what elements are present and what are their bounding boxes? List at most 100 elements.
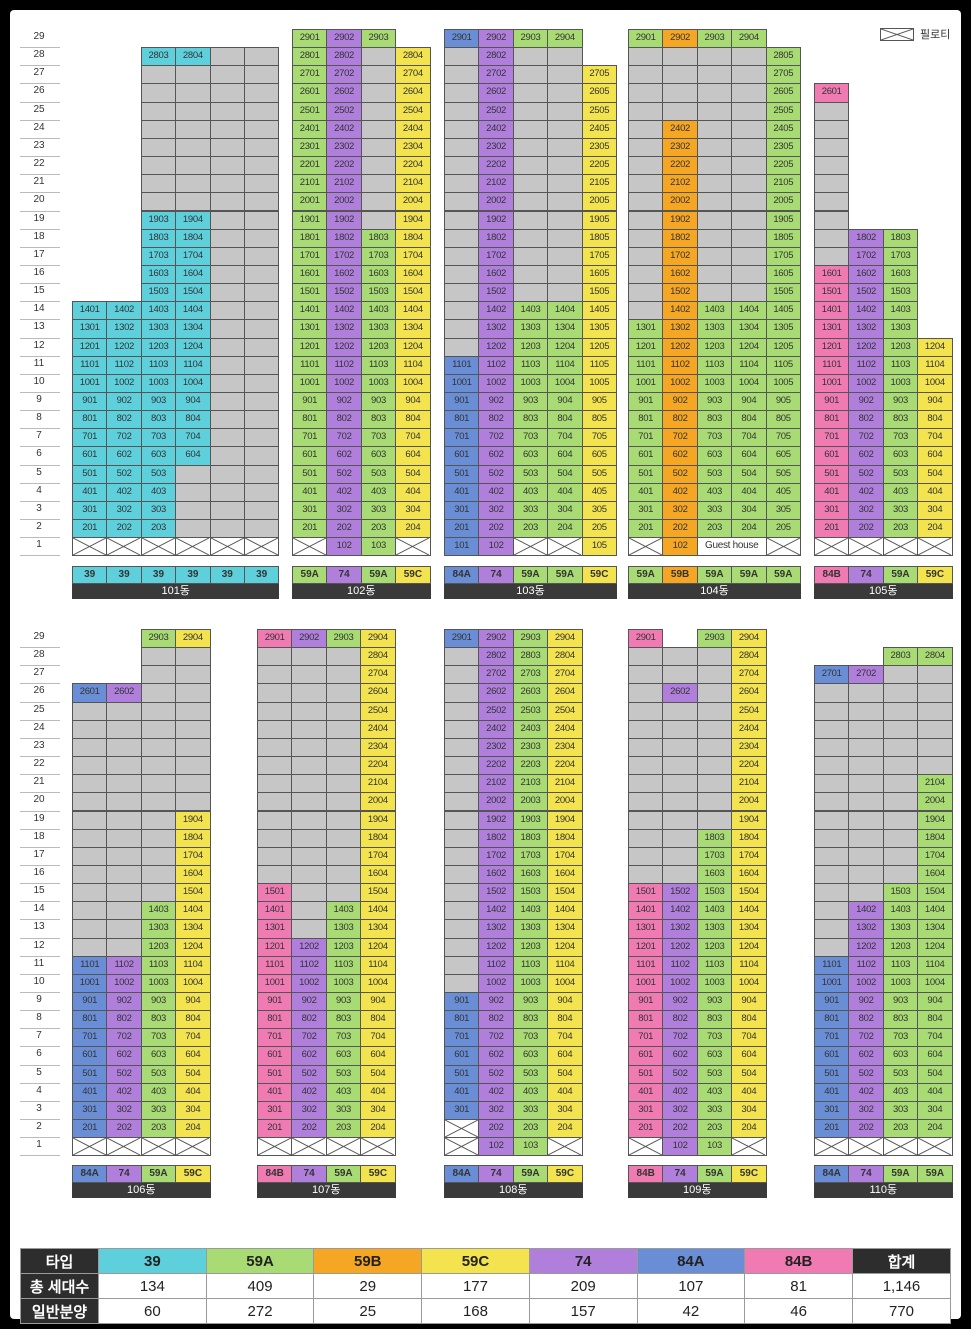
unit-cell: 1003 [140, 373, 177, 393]
unbuilt-unit-cell [662, 828, 698, 848]
unit-cell: 903 [512, 392, 549, 412]
unit-cell: 1404 [175, 301, 211, 321]
unit-cell: 204 [917, 1119, 953, 1139]
unit-cell: 1804 [175, 228, 211, 248]
unbuilt-unit-cell [244, 174, 280, 194]
unit-cell: 501 [72, 1064, 108, 1084]
floor-divider [20, 1082, 60, 1084]
unit-cell: 1504 [731, 883, 767, 903]
floor-label: 2 [36, 1121, 42, 1133]
unit-cell: 1303 [140, 919, 177, 939]
unit-cell: 703 [882, 428, 919, 448]
unit-cell: 1101 [72, 955, 108, 975]
unit-cell: 1504 [395, 283, 431, 303]
piloti-cell [814, 537, 850, 557]
unit-cell: 2302 [478, 137, 514, 158]
unit-cell: 1103 [140, 955, 177, 975]
unit-cell: 2402 [478, 119, 514, 139]
floor-divider [20, 101, 60, 103]
summary-cell: 42 [636, 1298, 746, 1324]
unit-cell: 201 [444, 519, 480, 539]
unit-cell: 903 [360, 392, 397, 412]
unit-cell: 2704 [360, 665, 396, 685]
unbuilt-unit-cell [325, 810, 362, 830]
unbuilt-unit-cell [814, 119, 850, 139]
piloti-cell [814, 1137, 850, 1157]
unit-cell: 2702 [848, 665, 884, 685]
unit-cell: 602 [106, 446, 142, 466]
unbuilt-unit-cell [814, 828, 850, 848]
unbuilt-unit-cell [882, 683, 919, 703]
unit-cell: 702 [848, 428, 884, 448]
unit-cell: 2102 [662, 174, 698, 194]
unit-cell: 503 [696, 1064, 733, 1084]
unbuilt-unit-cell [325, 647, 362, 667]
floor-divider [20, 192, 60, 194]
unit-cell: 2604 [731, 683, 767, 703]
unit-cell: 1102 [662, 955, 698, 975]
unbuilt-unit-cell [814, 864, 850, 885]
unit-cell: 301 [72, 500, 108, 521]
unit-cell: 501 [444, 464, 480, 484]
unbuilt-unit-cell [244, 246, 280, 266]
unit-cell: 201 [72, 1119, 108, 1139]
unit-cell: 403 [360, 482, 397, 502]
unit-cell: 2404 [360, 719, 396, 739]
unbuilt-unit-cell [917, 756, 953, 776]
unbuilt-unit-cell [257, 719, 293, 739]
unit-cell: 803 [696, 410, 733, 430]
unit-cell: 301 [814, 500, 850, 521]
unit-cell: 2004 [917, 792, 953, 812]
unbuilt-unit-cell [917, 719, 953, 739]
unit-cell: 503 [140, 1064, 177, 1084]
unit-cell: 2805 [765, 47, 801, 67]
unbuilt-unit-cell [547, 246, 583, 266]
unit-cell: 303 [512, 1100, 549, 1121]
unit-cell: 1304 [731, 319, 767, 339]
unit-type-cell: 59A [882, 1165, 919, 1183]
unit-cell: 504 [917, 464, 953, 484]
unit-cell: 1903 [512, 810, 549, 830]
unbuilt-unit-cell [72, 864, 108, 885]
unit-cell: 503 [696, 464, 733, 484]
unit-cell: 701 [814, 428, 850, 448]
unbuilt-unit-cell [696, 719, 733, 739]
unit-cell: 503 [882, 1064, 919, 1084]
piloti-cell [257, 1137, 293, 1157]
unit-type-cell: 74 [478, 1165, 514, 1183]
unbuilt-unit-cell [175, 156, 211, 176]
unit-cell: 1403 [882, 901, 919, 921]
unit-cell: 1204 [731, 337, 767, 357]
unit-cell: 2104 [731, 774, 767, 794]
unit-cell: 802 [106, 410, 142, 430]
unit-cell: 2601 [292, 83, 328, 103]
unit-cell: 701 [814, 1028, 850, 1048]
unit-cell: 603 [512, 446, 549, 466]
unbuilt-unit-cell [209, 482, 245, 502]
unit-cell: 804 [731, 1010, 767, 1030]
unit-cell: 302 [478, 500, 514, 521]
unbuilt-unit-cell [175, 119, 211, 139]
unit-cell: 504 [547, 1064, 583, 1084]
unit-cell: 804 [731, 410, 767, 430]
unit-type-cell: 74 [478, 566, 514, 584]
unit-cell: 1204 [731, 937, 767, 957]
unit-cell: 501 [814, 464, 850, 484]
unbuilt-unit-cell [848, 756, 884, 776]
unit-cell: 403 [512, 1082, 549, 1102]
floor-label: 18 [33, 230, 45, 242]
unbuilt-unit-cell [444, 156, 480, 176]
unbuilt-unit-cell [244, 264, 280, 285]
floor-divider [20, 210, 60, 212]
unit-cell: 1703 [360, 246, 397, 266]
unit-cell: 1101 [292, 355, 328, 375]
unit-cell: 2904 [731, 29, 767, 49]
unbuilt-unit-cell [444, 228, 480, 248]
unit-cell: 2904 [547, 29, 583, 49]
unit-cell: 503 [882, 464, 919, 484]
unbuilt-unit-cell [444, 846, 480, 866]
unbuilt-unit-cell [291, 792, 327, 812]
unit-cell: 705 [765, 428, 801, 448]
unbuilt-unit-cell [444, 47, 480, 67]
unit-cell: 702 [478, 1028, 514, 1048]
